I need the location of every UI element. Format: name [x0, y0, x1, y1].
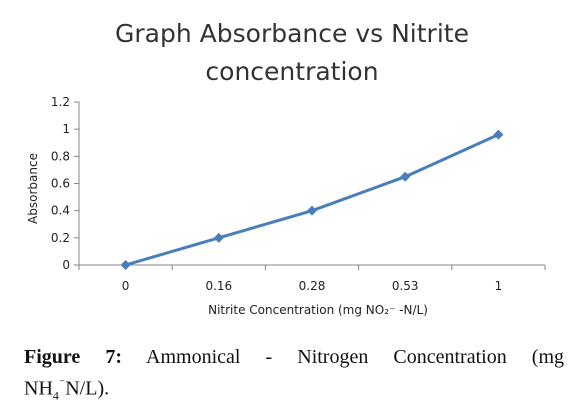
y-tick-label: 0.8 [51, 149, 70, 163]
data-point-2 [307, 205, 317, 216]
series-line-0 [125, 133, 500, 267]
chart-title-line-0: Graph Absorbance vs Nitrite [115, 19, 469, 48]
y-tick-label: 1.2 [51, 95, 70, 109]
y-tick-label: 0.4 [51, 204, 70, 218]
y-tick-label: 0 [62, 258, 70, 272]
caption-unit: N/L). [65, 377, 110, 400]
figure-label: Figure 7: [24, 346, 123, 368]
y-tick-label: 0.2 [51, 231, 70, 245]
caption-sup: ⁻ [58, 376, 66, 390]
y-tick-label: 0.6 [51, 177, 70, 191]
data-point-0 [120, 260, 131, 270]
caption-nh: NH [24, 377, 53, 400]
caption-line1: Ammonical - Nitrogen Concentration (mg [146, 346, 565, 368]
chart-axes [74, 101, 546, 270]
y-tick-label: 1 [62, 122, 70, 136]
x-tick-label: 0.16 [205, 279, 232, 293]
x-tick-label: 0 [122, 279, 130, 293]
data-point-3 [400, 171, 411, 182]
data-point-4 [493, 129, 504, 140]
x-axis-label: Nitrite Concentration (mg NO₂⁻ -N/L) [208, 303, 428, 317]
absorbance-chart: Graph Absorbance vs Nitrite concentration… [26, 19, 546, 317]
y-axis-label: Absorbance [26, 153, 40, 224]
caption-sub: 4 [52, 388, 59, 403]
data-point-1 [213, 232, 224, 243]
tick-labels: 0 0.2 0.4 0.6 0.8 1 1.2 0 0.16 0.28 0.53 1 [51, 95, 502, 293]
chart-title-line-1: concentration [205, 57, 378, 86]
chart-title: Graph Absorbance vs Nitrite concentration [115, 19, 469, 86]
x-tick-label: 1 [495, 279, 503, 293]
x-tick-label: 0.53 [392, 279, 419, 293]
figure-caption-line2: NH4⁻N/L). [24, 370, 109, 409]
x-tick-label: 0.28 [299, 279, 326, 293]
series-group [120, 129, 504, 270]
figure-caption: Figure 7: Ammonical - Nitrogen Concentra… [24, 344, 564, 370]
